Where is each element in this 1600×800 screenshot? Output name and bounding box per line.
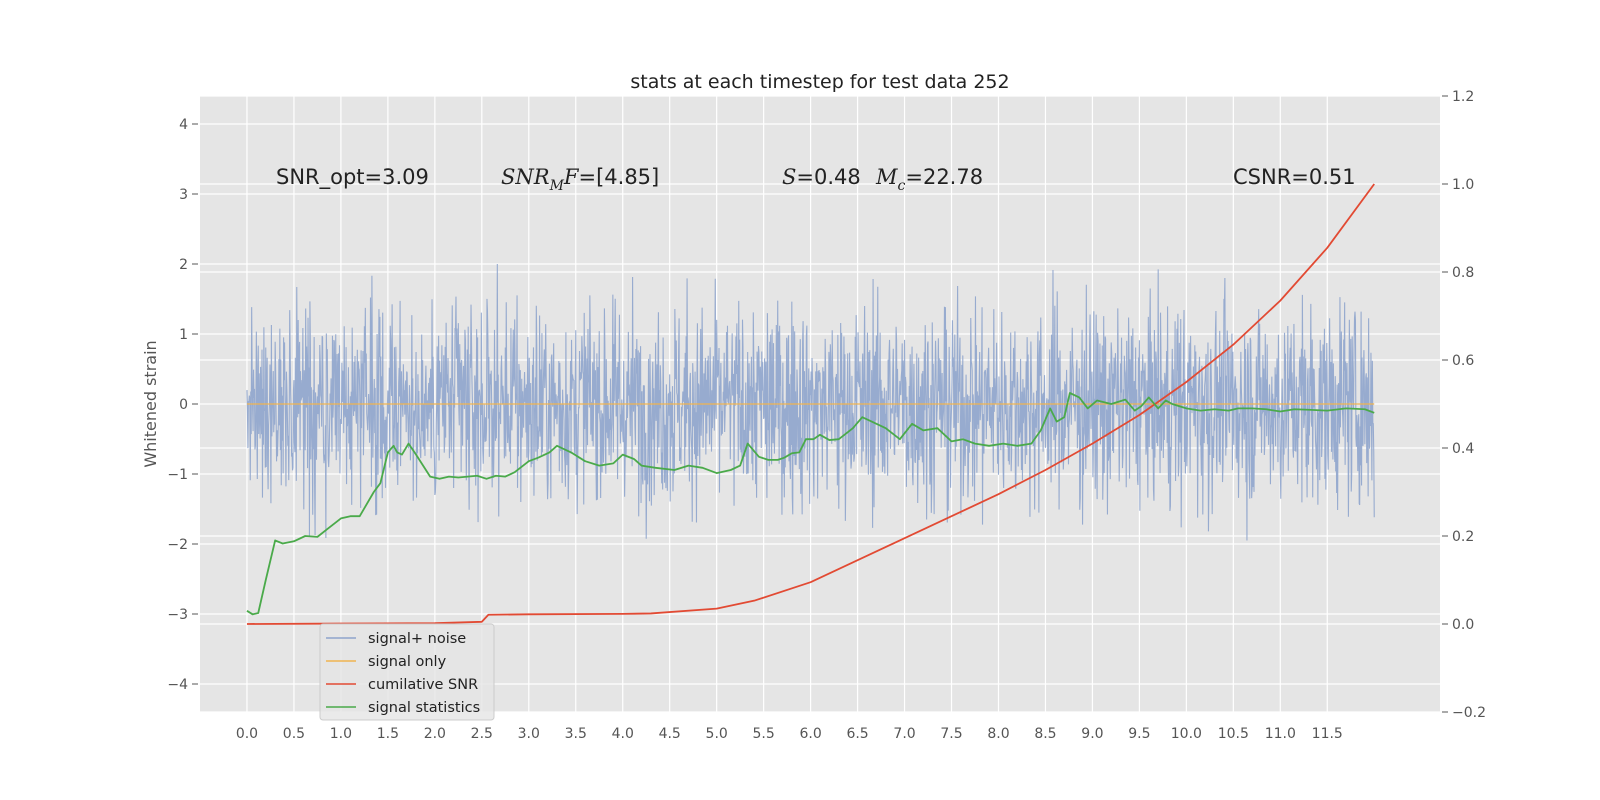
x-tick-label: 5.0	[706, 726, 728, 742]
mc-value: =22.78	[905, 165, 983, 189]
snr-mf-symbol-f: F	[563, 165, 580, 189]
y2-tick-label: 0.2	[1452, 529, 1474, 545]
y-tick-label: 3	[179, 187, 188, 203]
y2-tick-label: 1.0	[1452, 177, 1474, 193]
mc-subscript: c	[898, 178, 906, 194]
y2-tick-label: 0.6	[1452, 353, 1474, 369]
y-tick-label: 4	[179, 117, 188, 133]
y-tick-label: −3	[167, 607, 188, 623]
snr-mf-subscript: M	[549, 178, 565, 194]
line-series-group	[246, 183, 1375, 625]
series-cumulative-snr	[246, 183, 1375, 625]
x-tick-label: 2.5	[471, 726, 493, 742]
x-tick-label: 4.0	[612, 726, 634, 742]
mc-symbol: M	[875, 165, 898, 189]
axes: 0.0 0.5 1.0 1.5 2.0 2.5 3.0 3.5 4.0 4.5 5.0 5.5 6.0 6…	[167, 89, 1486, 742]
x-tick-label: 5.5	[753, 726, 775, 742]
x-tick-label: 3.5	[565, 726, 587, 742]
snr-mf-value: =[4.85]	[579, 165, 660, 189]
x-tick-label: 0.0	[236, 726, 258, 742]
series-signal-statistics	[246, 392, 1375, 616]
x-tick-label: 11.5	[1312, 726, 1343, 742]
x-tick-label: 4.5	[659, 726, 681, 742]
annotation-csnr: CSNR=0.51	[1233, 165, 1356, 189]
s-symbol: S	[782, 165, 796, 189]
legend: signal+ noise signal only cumilative SNR…	[319, 623, 495, 721]
x-tick-label: 6.0	[799, 726, 821, 742]
x-tick-label: 9.0	[1081, 726, 1103, 742]
legend-box	[319, 623, 495, 721]
y-tick-label: 2	[179, 257, 188, 273]
x-tick-label: 0.5	[283, 726, 305, 742]
x-tick-label: 1.5	[377, 726, 399, 742]
x-tick-label: 7.0	[893, 726, 915, 742]
x-tick-label: 3.0	[518, 726, 540, 742]
x-tick-label: 11.0	[1265, 726, 1296, 742]
legend-label-signal-only: signal only	[368, 654, 447, 670]
signal-noise-trace	[246, 264, 1375, 541]
y2-tick-label: 1.2	[1452, 89, 1474, 105]
legend-label-cumulative-snr: cumilative SNR	[368, 677, 478, 693]
snr-mf-symbol: SNR	[501, 165, 550, 189]
x-tick-label: 10.0	[1171, 726, 1202, 742]
y-tick-label: −4	[167, 677, 188, 693]
series-signal-noise	[246, 264, 1375, 541]
x-tick-label: 9.5	[1128, 726, 1150, 742]
x-tick-label: 6.5	[846, 726, 868, 742]
x-tick-label: 8.0	[987, 726, 1009, 742]
annotation-snr-opt: SNR_opt=3.09	[276, 165, 429, 190]
legend-label-signal-noise: signal+ noise	[368, 631, 466, 647]
annotation-row: SNR_opt=3.09 SNRMF=[4.85] S=0.48 Mc=22.7…	[276, 165, 1356, 194]
annotation-mc: Mc=22.78	[875, 165, 983, 194]
y2-tick-label: −0.2	[1452, 705, 1486, 721]
chart-title: stats at each timestep for test data 252	[630, 71, 1009, 93]
y-tick-label: 0	[179, 397, 188, 413]
y-tick-label: −2	[167, 537, 188, 553]
x-tick-label: 7.5	[940, 726, 962, 742]
y2-tick-label: 0.8	[1452, 265, 1474, 281]
x-tick-label: 2.0	[424, 726, 446, 742]
y-tick-label: −1	[167, 467, 188, 483]
annotation-snr-mf: SNRMF=[4.85]	[501, 165, 659, 194]
y2-tick-label: 0.0	[1452, 617, 1474, 633]
y2-tick-label: 0.4	[1452, 441, 1474, 457]
annotation-s: S=0.48	[782, 165, 861, 189]
y-tick-label: 1	[179, 327, 188, 343]
x-tick-label: 8.5	[1034, 726, 1056, 742]
s-value: =0.48	[796, 165, 860, 189]
legend-label-signal-statistics: signal statistics	[368, 700, 480, 716]
x-tick-label: 1.0	[330, 726, 352, 742]
x-tick-label: 10.5	[1218, 726, 1249, 742]
y-axis-label: Whitened strain	[141, 340, 160, 467]
